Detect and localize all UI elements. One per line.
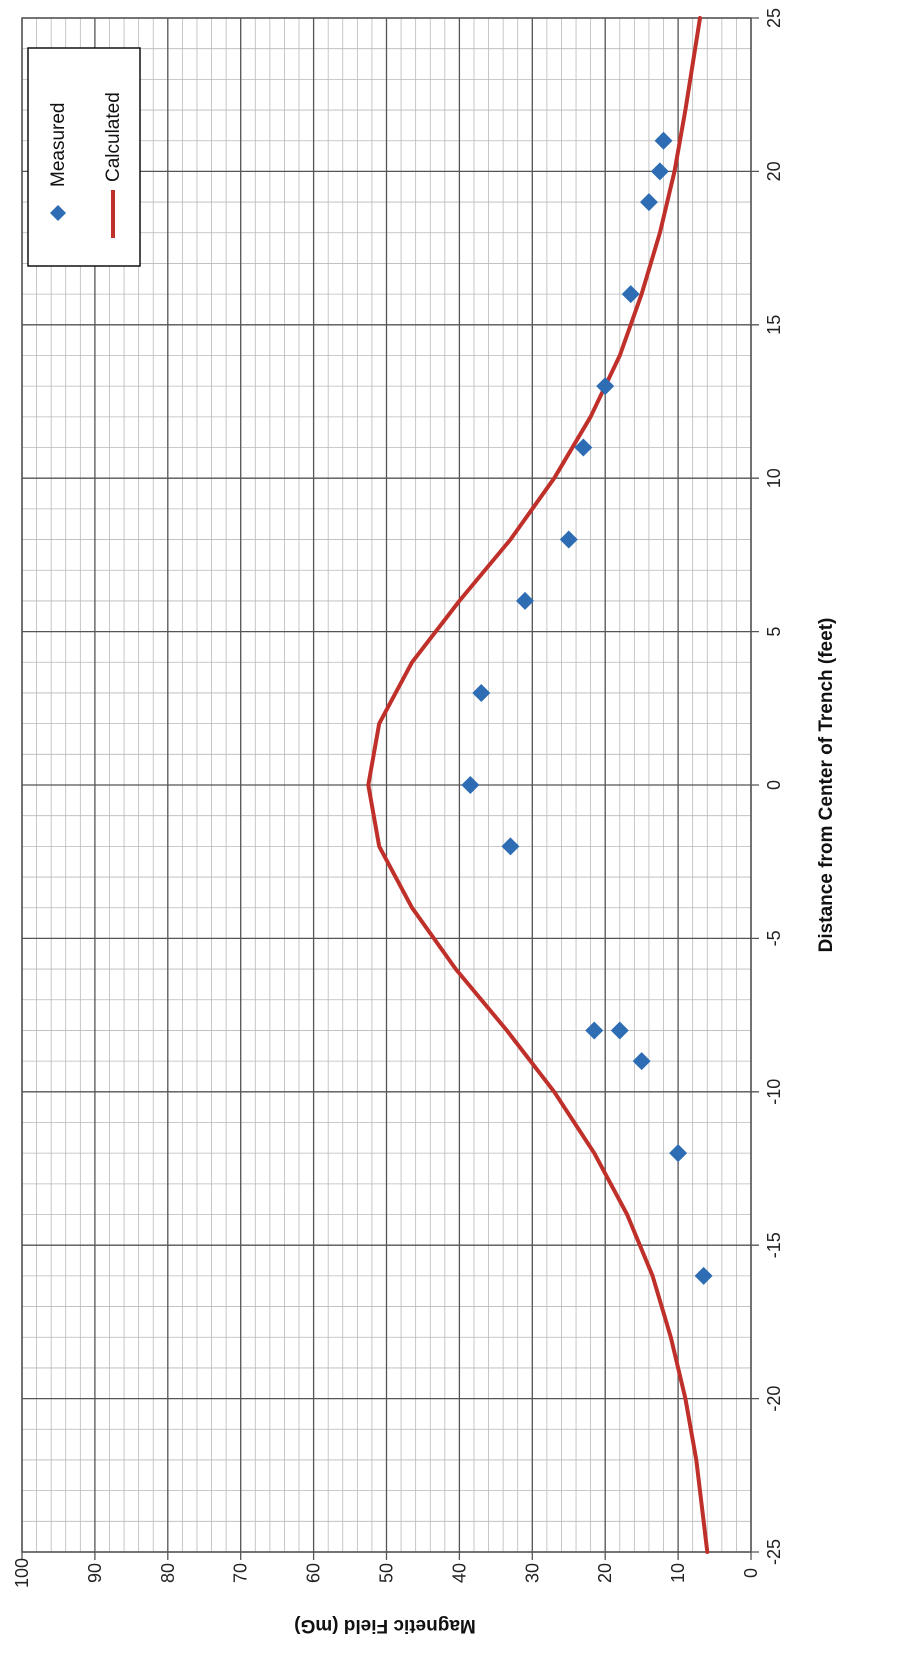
measured-point: [559, 530, 578, 549]
measured-point: [585, 1021, 604, 1040]
legend-measured-label: Measured: [48, 103, 69, 188]
x-tick-label: 15: [764, 315, 784, 335]
y-tick-label: 20: [595, 1563, 615, 1583]
plot-frame: [21, 17, 752, 1553]
measured-point: [632, 1052, 651, 1071]
calculated-line: [366, 16, 710, 1554]
y-tick-label: 80: [158, 1563, 178, 1583]
measured-point: [694, 1266, 713, 1285]
y-tick-label: 70: [231, 1563, 251, 1583]
x-tick-label: -15: [764, 1232, 784, 1258]
x-tick-label: -25: [764, 1539, 784, 1565]
measured-point: [610, 1021, 629, 1040]
measured-point: [654, 131, 673, 150]
measured-point: [461, 776, 480, 794]
x-tick-label: -5: [764, 930, 784, 946]
measured-point: [574, 438, 593, 457]
measured-point: [516, 591, 535, 610]
series-layer: [366, 16, 713, 1554]
major-gridlines: [21, 17, 759, 1560]
x-tick-label: -20: [764, 1386, 784, 1412]
measured-point: [639, 193, 658, 212]
measured-point: [621, 285, 640, 304]
measured-point: [501, 837, 520, 856]
y-tick-label: 0: [741, 1568, 761, 1578]
legend-measured-marker: [50, 205, 66, 221]
x-tick-label: 0: [764, 780, 784, 790]
measured-point: [650, 162, 669, 181]
x-tick-label: 20: [764, 161, 784, 181]
y-tick-label: 50: [377, 1563, 397, 1583]
legend: Measured Calculated: [27, 47, 141, 267]
y-tick-label: 10: [668, 1563, 688, 1583]
y-tick-label: 40: [449, 1563, 469, 1583]
x-tick-label: 10: [764, 468, 784, 488]
legend-calculated-label: Calculated: [103, 92, 124, 182]
x-tick-label: 5: [764, 627, 784, 637]
measured-point: [596, 377, 615, 396]
x-tick-label: 25: [764, 8, 784, 28]
y-axis-title: Magnetic Field (mG): [294, 1615, 476, 1636]
y-tick-label: 100: [12, 1558, 32, 1588]
measured-point: [472, 683, 491, 702]
legend-box: [27, 47, 141, 267]
y-tick-label: 90: [85, 1563, 105, 1583]
measured-point: [669, 1144, 688, 1163]
x-axis-title: Distance from Center of Trench (feet): [816, 618, 837, 953]
x-tick-label: -10: [764, 1079, 784, 1105]
y-tick-label: 30: [522, 1563, 542, 1583]
x-axis-tick-labels: -25 -20 -15 -10 -5 0 5 10 15 20 25: [764, 8, 784, 1565]
y-axis-tick-labels: 0 10 20 30 40 50 60 70 80 90 100: [12, 1558, 761, 1588]
y-tick-label: 60: [304, 1563, 324, 1583]
